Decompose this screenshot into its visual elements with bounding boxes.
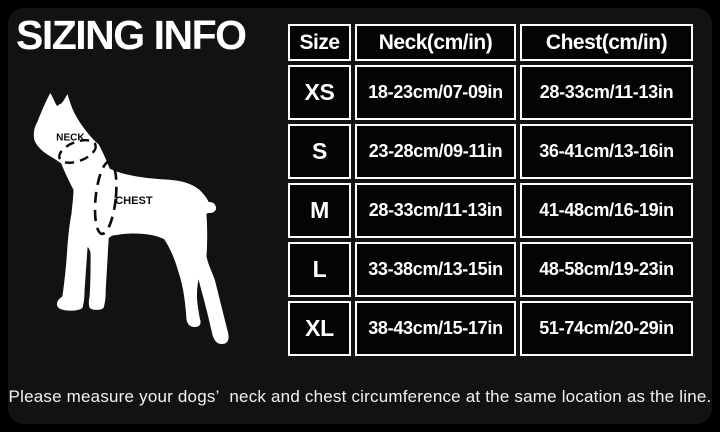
table-row-xs: XS 18-23cm/07-09in 28-33cm/11-13in (288, 65, 693, 120)
column-header-neck: Neck(cm/in) (355, 24, 516, 61)
size-chart-table: Size Neck(cm/in) Chest(cm/in) XS 18-23cm… (284, 20, 697, 360)
neck-cell: 33-38cm/13-15in (355, 242, 516, 297)
chest-measure-line (93, 160, 118, 236)
column-header-size: Size (288, 24, 351, 61)
size-cell: XL (288, 301, 351, 356)
page-title: SIZING INFO (16, 12, 247, 58)
table-row-xl: XL 38-43cm/15-17in 51-74cm/20-29in (288, 301, 693, 356)
neck-measure-line (58, 139, 97, 164)
neck-label: NECK (56, 132, 85, 143)
chest-label: CHEST (115, 195, 153, 207)
column-header-chest: Chest(cm/in) (520, 24, 693, 61)
dog-silhouette-icon (33, 93, 229, 345)
table-header-row: Size Neck(cm/in) Chest(cm/in) (288, 24, 693, 61)
chest-cell: 48-58cm/19-23in (520, 242, 693, 297)
table-row-m: M 28-33cm/11-13in 41-48cm/16-19in (288, 183, 693, 238)
size-cell: S (288, 124, 351, 179)
size-cell: XS (288, 65, 351, 120)
chest-cell: 36-41cm/13-16in (520, 124, 693, 179)
dog-measurement-diagram: NECK CHEST (10, 74, 282, 368)
chest-cell: 28-33cm/11-13in (520, 65, 693, 120)
chest-cell: 41-48cm/16-19in (520, 183, 693, 238)
size-cell: M (288, 183, 351, 238)
measurement-note: Please measure your dogs’ neck and chest… (8, 387, 712, 406)
neck-cell: 23-28cm/09-11in (355, 124, 516, 179)
size-cell: L (288, 242, 351, 297)
neck-cell: 28-33cm/11-13in (355, 183, 516, 238)
neck-cell: 18-23cm/07-09in (355, 65, 516, 120)
chest-cell: 51-74cm/20-29in (520, 301, 693, 356)
neck-cell: 38-43cm/15-17in (355, 301, 516, 356)
dog-diagram-svg: NECK CHEST (33, 93, 229, 345)
table-row-s: S 23-28cm/09-11in 36-41cm/13-16in (288, 124, 693, 179)
table-row-l: L 33-38cm/13-15in 48-58cm/19-23in (288, 242, 693, 297)
